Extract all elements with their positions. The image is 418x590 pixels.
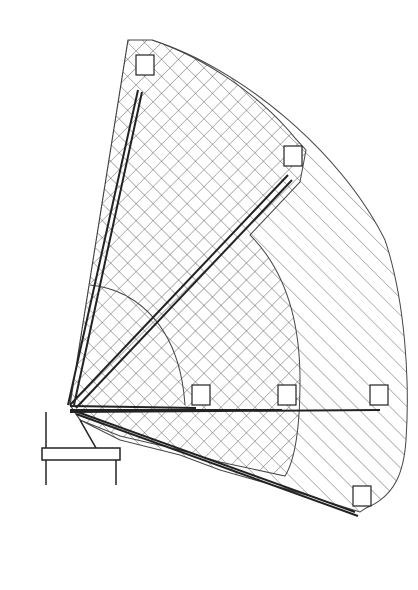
boom-positions — [67, 89, 381, 517]
basket-bottom — [352, 485, 372, 507]
minimum-radius-arc — [89, 284, 186, 406]
basket-horizontal-1 — [191, 384, 211, 406]
basket-upper-right — [283, 145, 303, 167]
basket-horizontal-3 — [369, 384, 389, 406]
vehicle-base — [41, 412, 121, 485]
basket-top — [135, 54, 155, 76]
baskets — [135, 54, 389, 507]
basket-horizontal-2 — [277, 384, 297, 406]
